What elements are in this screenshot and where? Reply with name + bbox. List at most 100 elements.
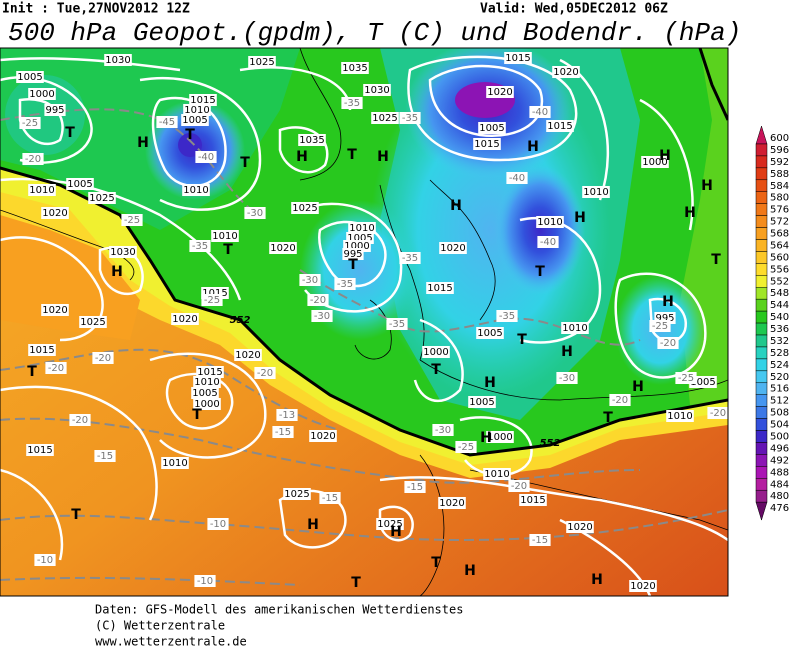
isobar-label: 1025 [372, 113, 397, 124]
isobar-label-box [298, 134, 326, 146]
colorbar-label: 484 [770, 479, 789, 490]
isobar [139, 76, 262, 211]
isobar-label-box [193, 398, 221, 410]
pressure-center: H [684, 205, 696, 221]
isobar-label-box [44, 104, 66, 116]
colorbar-band [755, 227, 768, 240]
isobar-label: 1010 [29, 185, 54, 196]
isotherm-label-box [657, 337, 679, 349]
isobar-label-box [248, 56, 276, 68]
isobar-label-box [504, 52, 532, 64]
isobar-label: 1025 [249, 57, 274, 68]
isotherm-label-box [404, 481, 426, 493]
colorbar-label: 528 [770, 348, 789, 359]
isotherm-label-box [121, 214, 143, 226]
contour-label: 552 [230, 315, 251, 326]
isobar-label-box [26, 444, 54, 456]
pressure-center: H [296, 149, 308, 165]
isotherm-label-box [386, 318, 408, 330]
isobar-label: 1010 [183, 185, 208, 196]
colorbar-label: 568 [770, 229, 789, 240]
isotherm-label-box [311, 310, 333, 322]
colorbar-band [755, 418, 768, 431]
isobar-label-box [666, 410, 694, 422]
isotherm-label-box [195, 151, 217, 163]
isobar-label-box [438, 497, 466, 509]
isotherm-label-box [307, 294, 329, 306]
isobar-label-box [193, 376, 221, 388]
isotherm-label: -15 [532, 535, 548, 546]
isotherm-label: -20 [660, 338, 676, 349]
isobar-label: 1025 [89, 193, 114, 204]
isobar-label: 1005 [479, 123, 504, 134]
colorbar-label: 560 [770, 252, 789, 263]
pressure-center: H [527, 139, 539, 155]
isobar-label-box [66, 178, 94, 190]
coastline [354, 299, 392, 360]
colorbar-label: 544 [770, 300, 789, 311]
colorbar: 6005965925885845805765725685645605565525… [755, 125, 789, 521]
colorbar-band [755, 143, 768, 157]
isotherm [0, 509, 728, 542]
isobar-label-box [41, 304, 69, 316]
map: 1030 102510351015102010051000995101510101… [0, 48, 728, 596]
isobar-label-box [171, 313, 199, 325]
isotherm-label: -10 [37, 555, 53, 566]
isotherm-label-box [189, 240, 211, 252]
colorbar-band [755, 298, 768, 312]
pressure-center: T [603, 410, 613, 426]
colorbar-band [755, 155, 768, 169]
colorbar-band [755, 466, 768, 479]
isobar-label: 1010 [212, 231, 237, 242]
isobar-label: 1015 [547, 121, 572, 132]
isobar-label: 1025 [377, 519, 402, 530]
isotherm-label-box [556, 372, 578, 384]
colorbar-label: 556 [770, 264, 789, 275]
isobar-label-box [234, 349, 262, 361]
isobar [149, 352, 267, 459]
colorbar-band [755, 287, 768, 300]
pressure-center: H [632, 379, 644, 395]
pressure-center: T [185, 127, 195, 143]
isobar-label-box [28, 184, 56, 196]
isobar [639, 98, 694, 231]
isotherm-label: -30 [247, 208, 263, 219]
isobar-label-box [486, 431, 514, 443]
isotherm-label: -35 [389, 319, 405, 330]
isotherm-label: -35 [402, 113, 418, 124]
isobar-label-box [519, 494, 547, 506]
colorbar-label: 500 [770, 432, 789, 443]
isobar-label-box [473, 138, 501, 150]
isobar-label: 1030 [364, 85, 389, 96]
colorbar-band [755, 478, 768, 491]
chart-title: 500 hPa Geopot.(gpdm), T (C) und Bodendr… [8, 18, 741, 48]
isobar-label-box [561, 322, 589, 334]
isobar-label-box [552, 66, 580, 78]
isobar-label-box [41, 207, 69, 219]
isobar [428, 64, 544, 138]
isobar-label: 1015 [427, 283, 452, 294]
isobar-label: 1015 [474, 139, 499, 150]
pressure-center: T [711, 252, 721, 268]
isotherm-label-box [45, 362, 67, 374]
colorbar-label: 600 [770, 133, 789, 144]
isobar-label-box [189, 94, 217, 106]
isotherm-label-box [529, 534, 551, 546]
isotherm-label-box [334, 278, 356, 290]
isotherm-label-box [432, 424, 454, 436]
pressure-center: H [591, 572, 603, 588]
isobar [0, 385, 158, 521]
isobar-label: 1000 [194, 399, 219, 410]
isobar-label-box [182, 184, 210, 196]
colorbar-band [755, 406, 768, 419]
isobar-label: 1025 [80, 317, 105, 328]
isobar-label: 1010 [537, 217, 562, 228]
isobar-label-box [478, 122, 506, 134]
isotherm-label: -15 [322, 493, 338, 504]
isotherm-label: -35 [402, 253, 418, 264]
isotherm-label-box [272, 426, 294, 438]
isotherm-label: -20 [95, 353, 111, 364]
footer-line: www.wetterzentrale.de [95, 635, 247, 649]
isotherm-label-box [299, 274, 321, 286]
colorbar-label: 576 [770, 205, 789, 216]
